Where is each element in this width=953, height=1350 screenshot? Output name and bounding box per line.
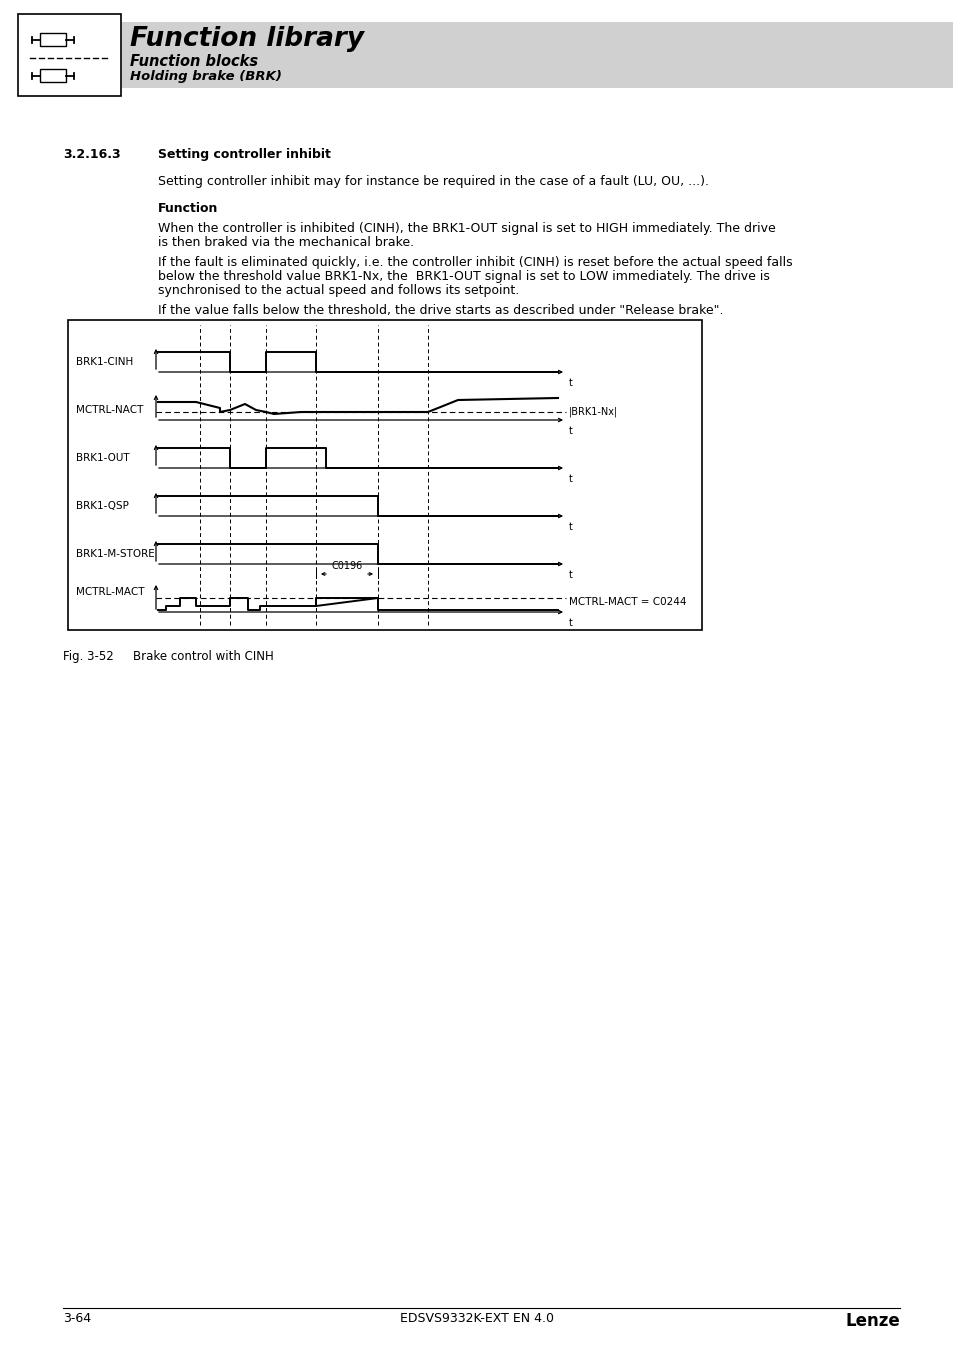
- Text: MCTRL-MACT: MCTRL-MACT: [76, 587, 144, 597]
- Text: Function: Function: [158, 202, 218, 215]
- Text: If the fault is eliminated quickly, i.e. the controller inhibit (CINH) is reset : If the fault is eliminated quickly, i.e.…: [158, 256, 792, 269]
- Text: t: t: [568, 522, 572, 532]
- Text: BRK1-OUT: BRK1-OUT: [76, 454, 130, 463]
- Text: 3-64: 3-64: [63, 1312, 91, 1324]
- Bar: [40, 69, 66, 82]
- Text: MCTRL-MACT = C0244: MCTRL-MACT = C0244: [568, 597, 686, 608]
- Text: Fig. 3-52: Fig. 3-52: [63, 649, 113, 663]
- Text: BRK1-M-STORE: BRK1-M-STORE: [76, 549, 154, 559]
- Text: |BRK1-Nx|: |BRK1-Nx|: [568, 406, 618, 417]
- Text: 3.2.16.3: 3.2.16.3: [63, 148, 120, 161]
- Text: Function library: Function library: [130, 26, 364, 53]
- Text: If the value falls below the threshold, the drive starts as described under "Rel: If the value falls below the threshold, …: [158, 304, 722, 317]
- Text: MCTRL-NACT: MCTRL-NACT: [76, 405, 143, 414]
- Text: BRK1-QSP: BRK1-QSP: [76, 501, 129, 512]
- Text: synchronised to the actual speed and follows its setpoint.: synchronised to the actual speed and fol…: [158, 284, 518, 297]
- Text: Holding brake (BRK): Holding brake (BRK): [130, 70, 281, 82]
- Text: Setting controller inhibit: Setting controller inhibit: [158, 148, 331, 161]
- Text: Function blocks: Function blocks: [130, 54, 258, 69]
- Text: When the controller is inhibited (CINH), the BRK1-OUT signal is set to HIGH imme: When the controller is inhibited (CINH),…: [158, 221, 775, 235]
- Text: below the threshold value BRK1-Nx, the  BRK1-OUT signal is set to LOW immediatel: below the threshold value BRK1-Nx, the B…: [158, 270, 769, 284]
- Text: Lenze: Lenze: [844, 1312, 899, 1330]
- Text: t: t: [568, 570, 572, 580]
- Text: t: t: [568, 427, 572, 436]
- Text: t: t: [568, 618, 572, 628]
- Text: BRK1-CINH: BRK1-CINH: [76, 356, 133, 367]
- Text: Setting controller inhibit may for instance be required in the case of a fault (: Setting controller inhibit may for insta…: [158, 176, 708, 188]
- Text: C0196: C0196: [331, 562, 362, 571]
- Text: Brake control with CINH: Brake control with CINH: [132, 649, 274, 663]
- Bar: [68, 320, 701, 630]
- Text: EDSVS9332K-EXT EN 4.0: EDSVS9332K-EXT EN 4.0: [399, 1312, 554, 1324]
- Bar: [40, 32, 66, 46]
- Text: is then braked via the mechanical brake.: is then braked via the mechanical brake.: [158, 236, 414, 248]
- Bar: [122, 22, 953, 88]
- Text: t: t: [568, 474, 572, 485]
- Text: t: t: [568, 378, 572, 387]
- Bar: [18, 14, 121, 96]
